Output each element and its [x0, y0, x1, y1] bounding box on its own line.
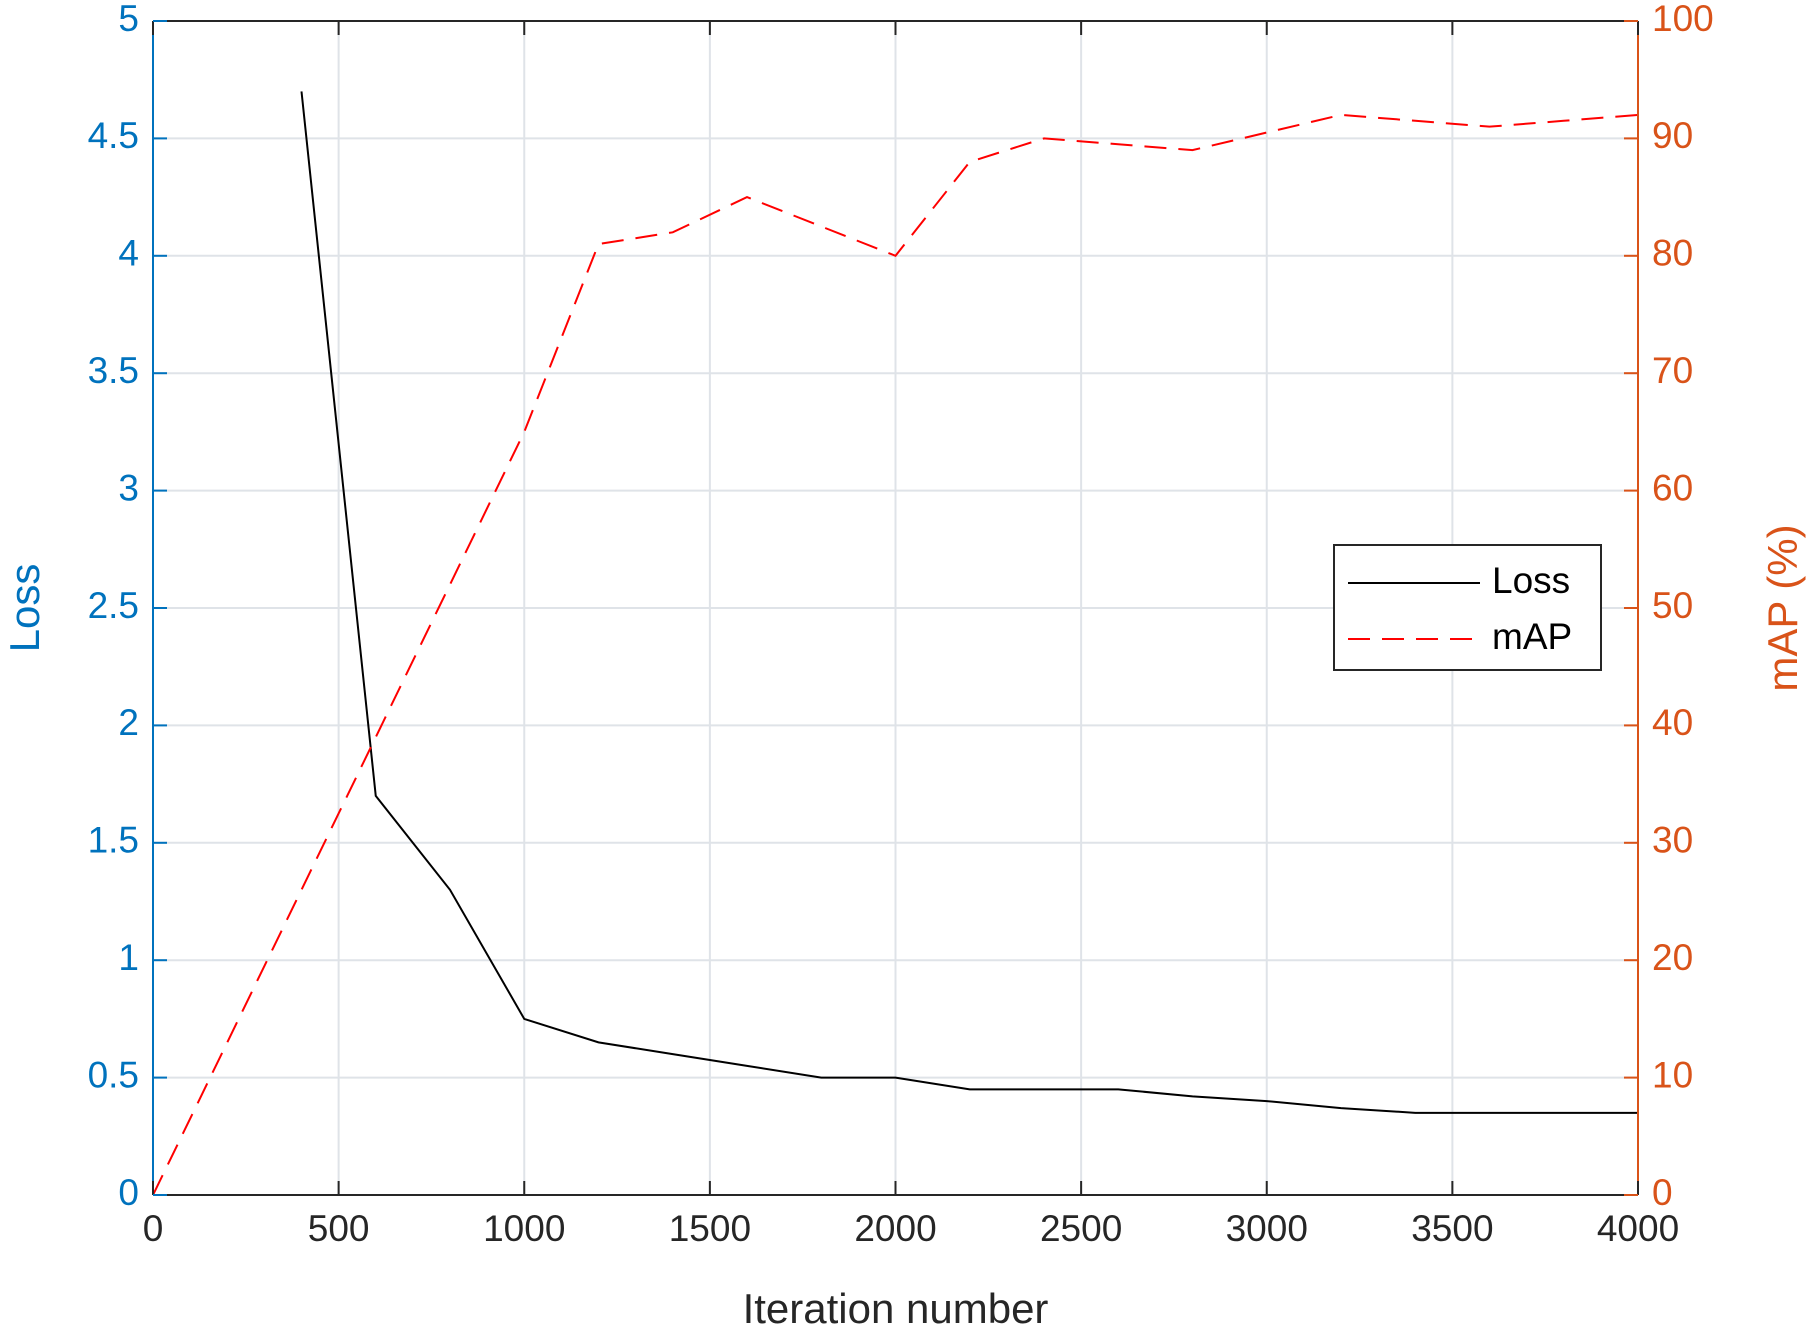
- y-tick-label: 2.5: [88, 585, 139, 626]
- y2-tick-label: 100: [1652, 0, 1714, 39]
- x-tick-label: 3000: [1226, 1208, 1308, 1249]
- y2-axis-label: mAP (%): [1759, 524, 1806, 691]
- y-tick-label: 3.5: [88, 350, 139, 391]
- y2-tick-label: 40: [1652, 702, 1693, 743]
- y2-tick-label: 20: [1652, 937, 1693, 978]
- x-tick-label: 500: [308, 1208, 370, 1249]
- y2-tick-label: 50: [1652, 585, 1693, 626]
- x-tick-label: 3500: [1411, 1208, 1493, 1249]
- x-tick-label: 1000: [483, 1208, 565, 1249]
- x-tick-label: 4000: [1597, 1208, 1679, 1249]
- x-tick-label: 2500: [1040, 1208, 1122, 1249]
- legend-label: mAP: [1492, 616, 1572, 657]
- y-tick-label: 2: [118, 702, 139, 743]
- y2-tick-label: 80: [1652, 233, 1693, 274]
- y-axis-label: Loss: [1, 564, 48, 653]
- y2-tick-label: 60: [1652, 467, 1693, 508]
- y2-tick-label: 70: [1652, 350, 1693, 391]
- y-tick-label: 0: [118, 1172, 139, 1213]
- y2-tick-label: 0: [1652, 1172, 1673, 1213]
- y2-tick-label: 30: [1652, 820, 1693, 861]
- x-tick-label: 0: [143, 1208, 164, 1249]
- y-tick-label: 3: [118, 467, 139, 508]
- y2-tick-label: 10: [1652, 1054, 1693, 1095]
- x-tick-label: 2000: [854, 1208, 936, 1249]
- y-tick-label: 5: [118, 0, 139, 39]
- y-tick-label: 4: [118, 233, 139, 274]
- y2-tick-label: 90: [1652, 115, 1693, 156]
- y-tick-label: 4.5: [88, 115, 139, 156]
- x-tick-label: 1500: [669, 1208, 751, 1249]
- y-tick-label: 1.5: [88, 820, 139, 861]
- plot-lines: [153, 91, 1638, 1195]
- x-axis-label: Iteration number: [743, 1285, 1049, 1332]
- line: [300, 91, 1638, 1114]
- y-tick-label: 1: [118, 937, 139, 978]
- legend-label: Loss: [1492, 560, 1570, 601]
- legend-box: [1333, 544, 1602, 671]
- y-tick-label: 0.5: [88, 1054, 139, 1095]
- line: [153, 113, 1638, 1195]
